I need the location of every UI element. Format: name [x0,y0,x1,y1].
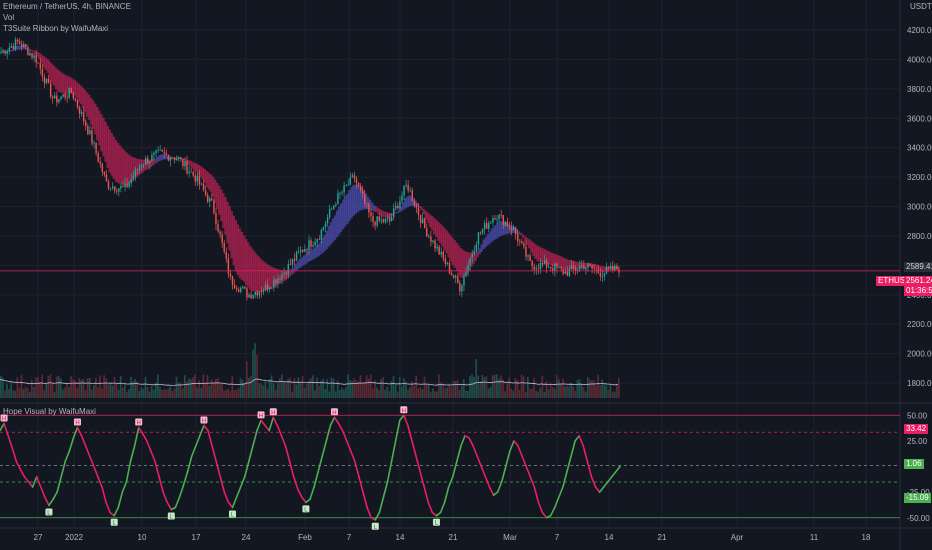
hl-markers: H L H L H L H L H H L H L H L [0,406,440,531]
level-price-tag: 2589.41 [904,262,932,272]
x-tick-label: 24 [242,533,251,542]
y-tick-label: 4000.00 [907,55,932,64]
x-tick-label: 17 [192,533,201,542]
volume-ma-line [0,378,618,387]
hl-marker-label: L [170,515,174,521]
oscillator-legend: Hope Visual by WaifuMaxi [3,407,96,416]
hl-marker [432,518,440,526]
countdown-tag: 01:36:54 [904,286,932,296]
x-tick-label: Feb [298,533,312,542]
x-tick-label: 27 [34,533,43,542]
hl-marker [400,406,408,414]
osc-tick-label: -25.00 [907,488,930,497]
x-tick-label: 7 [555,533,560,542]
symbol-tag: ETHUSDT [876,276,918,286]
hl-marker [135,418,143,426]
hl-marker [200,416,208,424]
y-tick-label: 3000.00 [907,203,932,212]
hl-marker-label: H [75,421,79,427]
oscillator-line [0,414,621,521]
x-tick-label: 14 [396,533,405,542]
y-tick-label: 2200.00 [907,320,932,329]
y-tick-label: 4200.00 [907,26,932,35]
hl-marker [110,518,118,526]
hl-marker [0,414,8,422]
x-tick-label: 21 [658,533,667,542]
hl-marker-label: H [2,416,6,422]
hl-marker-label: H [259,413,263,419]
hl-marker-label: H [402,408,406,414]
x-tick-label: 18 [862,533,871,542]
hl-marker-label: L [47,510,51,516]
x-tick-label: Apr [731,533,744,542]
x-tick-label: 11 [810,533,819,542]
hl-marker [302,505,310,513]
y-tick-label: 3800.00 [907,85,932,94]
hl-marker-label: L [113,521,117,527]
y-tick-label: 1800.00 [907,379,932,388]
hl-marker-label: L [231,513,235,519]
osc-lower-tag: -15.09 [904,493,931,503]
volume-legend: Vol [3,13,15,22]
x-tick-label: 14 [605,533,614,542]
hl-marker-label: H [332,410,336,416]
x-tick-label: 7 [347,533,352,542]
x-tick-label: 2022 [65,533,83,542]
hl-marker [269,408,277,416]
y-tick-label: 3200.00 [907,173,932,182]
x-tick-label: Mar [503,533,517,542]
t3-ribbon [1,45,620,293]
x-tick-label: 10 [138,533,147,542]
currency-label: USDT [910,2,932,11]
hl-marker-label: H [202,419,206,425]
hl-marker-label: L [304,507,308,513]
osc-tick-label: -50.00 [907,514,930,523]
hl-marker [330,408,338,416]
y-tick-label: 2800.00 [907,232,932,241]
y-tick-label: 2000.00 [907,350,932,359]
ribbon-legend: T3Suite Ribbon by WaifuMaxi [3,24,109,33]
hl-marker-label: L [374,525,378,531]
hl-marker-label: L [435,521,439,527]
candles [0,36,620,301]
osc-mid-tag: 1.06 [904,459,924,469]
hl-marker [167,512,175,520]
hl-marker-label: H [271,410,275,416]
hl-marker-label: H [137,421,141,427]
hl-marker [371,522,379,530]
osc-tick-label: 25.00 [907,437,928,446]
y-tick-label: 3400.00 [907,144,932,153]
volume-bars [0,343,620,398]
y-tick-label: 3600.00 [907,114,932,123]
last-price-tag: 2561.24 [904,276,932,286]
hl-marker [229,510,236,518]
x-tick-label: 21 [449,533,458,542]
hl-marker [45,508,53,516]
symbol-legend: Ethereum / TetherUS, 4h, BINANCE [3,2,131,11]
osc-upper-tag: 33.42 [904,424,929,434]
hl-marker [257,411,265,419]
osc-tick-label: 50.00 [907,411,928,420]
hl-marker [74,418,81,426]
